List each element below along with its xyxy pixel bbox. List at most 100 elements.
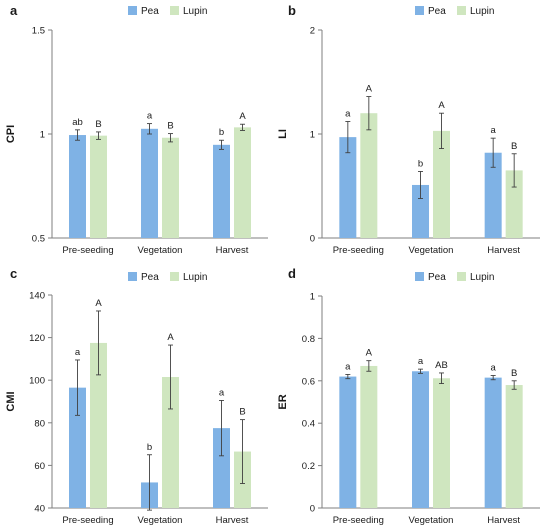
- bar-lupin-pre-seeding: [360, 365, 378, 508]
- bar-lupin-pre-seeding: [90, 342, 107, 508]
- panel-letter: b: [288, 3, 296, 18]
- x-category-label: Harvest: [487, 245, 520, 256]
- panel-letter: a: [10, 3, 18, 18]
- significance-label: A: [167, 332, 174, 343]
- significance-label: A: [95, 298, 102, 309]
- y-axis-label: ER: [277, 394, 289, 409]
- y-tick-label: 1: [310, 130, 315, 141]
- legend-swatch-lupin: [457, 6, 466, 15]
- significance-label: A: [239, 111, 246, 122]
- x-category-label: Vegetation: [138, 245, 183, 256]
- significance-label: a: [75, 347, 81, 358]
- significance-label: a: [418, 356, 424, 367]
- chart-panel-d: d Pea Lupin ER 0 0.2 0.4 0.6 0.8 1 Pre-seeding a A Ve…: [277, 266, 540, 526]
- bar-pea-vegetation: [412, 371, 429, 508]
- significance-label: B: [511, 368, 517, 379]
- panel-letter: d: [288, 266, 296, 281]
- legend-swatch-lupin: [170, 272, 179, 281]
- x-category-label: Vegetation: [409, 515, 454, 526]
- legend-label-lupin: Lupin: [470, 6, 494, 17]
- significance-label: AB: [435, 360, 448, 371]
- legend-swatch-pea: [128, 6, 137, 15]
- legend-swatch-lupin: [457, 272, 466, 281]
- bar-lupin-vegetation: [162, 377, 179, 508]
- legend-label-lupin: Lupin: [183, 272, 207, 283]
- significance-label: B: [167, 121, 173, 132]
- legend-swatch-lupin: [170, 6, 179, 15]
- y-tick-label: 1.5: [32, 26, 45, 37]
- y-tick-label: 0.2: [302, 461, 315, 472]
- x-category-label: Pre-seeding: [62, 515, 113, 526]
- x-category-label: Harvest: [216, 245, 249, 256]
- bar-pea-harvest: [213, 144, 230, 238]
- x-category-label: Harvest: [216, 515, 249, 526]
- significance-label: A: [438, 100, 445, 111]
- bar-lupin-vegetation: [433, 378, 450, 508]
- bar-lupin-pre-seeding: [90, 135, 107, 238]
- x-category-label: Vegetation: [138, 515, 183, 526]
- bar-pea-vegetation: [412, 184, 429, 238]
- bar-pea-vegetation: [141, 128, 158, 238]
- x-category-label: Pre-seeding: [333, 515, 384, 526]
- bar-lupin-vegetation: [162, 137, 179, 238]
- legend-swatch-pea: [415, 6, 424, 15]
- significance-label: a: [491, 125, 497, 136]
- bar-pea-pre-seeding: [339, 137, 357, 238]
- bar-lupin-vegetation: [433, 130, 450, 238]
- bar-pea-pre-seeding: [69, 135, 86, 238]
- significance-label: A: [366, 84, 373, 95]
- significance-label: a: [345, 109, 351, 120]
- legend-swatch-pea: [415, 272, 424, 281]
- y-tick-label: 0.6: [302, 376, 315, 387]
- legend-swatch-pea: [128, 272, 137, 281]
- panel-letter: c: [10, 266, 17, 281]
- x-category-label: Pre-seeding: [62, 245, 113, 256]
- y-tick-label: 120: [29, 333, 45, 344]
- significance-label: b: [219, 127, 224, 138]
- legend-label-pea: Pea: [428, 6, 446, 17]
- bar-pea-harvest: [213, 428, 230, 508]
- significance-label: a: [147, 111, 153, 122]
- legend-label-pea: Pea: [141, 6, 159, 17]
- y-tick-label: 0: [310, 234, 315, 245]
- significance-label: B: [239, 407, 245, 418]
- significance-label: a: [219, 387, 225, 398]
- y-tick-label: 40: [34, 504, 45, 515]
- y-tick-label: 60: [34, 461, 45, 472]
- y-tick-label: 0.8: [302, 334, 315, 345]
- significance-label: b: [418, 158, 423, 169]
- legend-label-lupin: Lupin: [470, 272, 494, 283]
- bar-pea-pre-seeding: [339, 376, 357, 508]
- legend-label-pea: Pea: [428, 272, 446, 283]
- y-tick-label: 0.5: [32, 234, 45, 245]
- y-tick-label: 1: [310, 292, 315, 303]
- chart-panel-c: c Pea Lupin CMI 40 60 80 100 120 140 Pre-seeding a A…: [5, 266, 268, 526]
- bar-pea-pre-seeding: [69, 387, 86, 508]
- y-axis-label: CMI: [5, 391, 17, 411]
- significance-label: a: [345, 361, 351, 372]
- legend-label-pea: Pea: [141, 272, 159, 283]
- y-tick-label: 0.4: [302, 419, 315, 430]
- significance-label: a: [491, 363, 497, 374]
- bar-lupin-harvest: [505, 385, 523, 508]
- x-category-label: Pre-seeding: [333, 245, 384, 256]
- bar-pea-harvest: [484, 152, 502, 238]
- bar-lupin-pre-seeding: [360, 113, 378, 238]
- y-axis-label: CPI: [5, 125, 17, 143]
- y-tick-label: 1: [40, 130, 45, 141]
- bar-lupin-harvest: [505, 170, 523, 238]
- legend-label-lupin: Lupin: [183, 6, 207, 17]
- significance-label: ab: [72, 117, 83, 128]
- y-tick-label: 140: [29, 291, 45, 302]
- y-axis-label: LI: [277, 129, 289, 139]
- significance-label: B: [95, 119, 101, 130]
- y-tick-label: 80: [34, 418, 45, 429]
- bar-pea-harvest: [484, 377, 502, 508]
- bar-lupin-harvest: [234, 127, 251, 238]
- y-tick-label: 2: [310, 26, 315, 37]
- y-tick-label: 0: [310, 504, 315, 515]
- significance-label: b: [147, 442, 152, 453]
- y-tick-label: 100: [29, 376, 45, 387]
